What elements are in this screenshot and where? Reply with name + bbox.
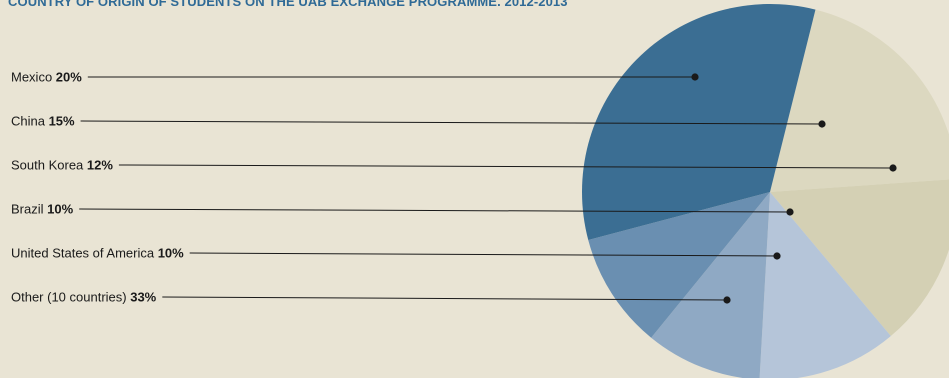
pie-slice-other-10-countries xyxy=(582,3,816,241)
legend-name: South Korea xyxy=(11,158,87,173)
legend-value: 12% xyxy=(87,158,113,173)
legend-name: Brazil xyxy=(11,202,47,217)
legend-name: Mexico xyxy=(11,70,56,85)
leader-dot-other-10-countries xyxy=(723,296,731,304)
legend-name: China xyxy=(11,114,49,129)
chart-title: COUNTRY OF ORIGIN OF STUDENTS ON THE UAB… xyxy=(8,0,568,9)
legend-label-other-10-countries: Other (10 countries) 33% xyxy=(11,290,157,305)
legend-value: 15% xyxy=(49,114,75,129)
pie-slice-mexico xyxy=(770,9,949,192)
legend-name: Other (10 countries) xyxy=(11,290,130,305)
leader-dot-south-korea xyxy=(889,164,897,172)
pie-slice-china xyxy=(770,179,949,337)
legend-value: 20% xyxy=(56,70,82,85)
leader-dot-mexico xyxy=(691,73,699,81)
pie-slice-brazil xyxy=(651,192,770,378)
leader-line-china xyxy=(80,120,823,125)
legend-value: 10% xyxy=(47,202,73,217)
legend-label-china: China 15% xyxy=(11,114,75,129)
pie-slice-south-korea xyxy=(759,192,891,378)
leader-dot-united-states-of-america xyxy=(773,252,781,260)
leader-dot-brazil xyxy=(786,208,794,216)
legend-label-mexico: Mexico 20% xyxy=(11,70,82,85)
legend-label-south-korea: South Korea 12% xyxy=(11,158,113,173)
pie-slice-united-states-of-america xyxy=(588,192,770,338)
legend-value: 33% xyxy=(130,290,156,305)
leader-line-south-korea xyxy=(118,164,894,169)
leader-dot-china xyxy=(818,120,826,128)
legend-value: 10% xyxy=(158,246,184,261)
leader-line-brazil xyxy=(79,208,791,213)
legend-label-brazil: Brazil 10% xyxy=(11,202,74,217)
legend-name: United States of America xyxy=(11,246,158,261)
legend-label-united-states-of-america: United States of America 10% xyxy=(11,246,184,261)
leader-line-other-10-countries xyxy=(162,296,728,301)
leader-line-united-states-of-america xyxy=(189,252,778,257)
